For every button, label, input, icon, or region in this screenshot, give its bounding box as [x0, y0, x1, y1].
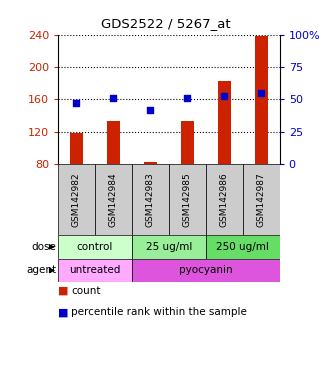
Bar: [58, 164, 95, 235]
Bar: [95, 164, 132, 235]
Bar: [132, 235, 206, 259]
Text: GSM142984: GSM142984: [109, 172, 118, 227]
Text: ■: ■: [58, 286, 69, 296]
Text: control: control: [77, 242, 113, 252]
Bar: [58, 235, 132, 259]
Text: 25 ug/ml: 25 ug/ml: [146, 242, 192, 252]
Text: GSM142982: GSM142982: [72, 172, 81, 227]
Text: GSM142983: GSM142983: [146, 172, 155, 227]
Text: GSM142986: GSM142986: [220, 172, 229, 227]
Text: GDS2522 / 5267_at: GDS2522 / 5267_at: [101, 17, 230, 30]
Bar: [169, 164, 206, 235]
Bar: [218, 81, 231, 164]
Bar: [206, 235, 280, 259]
Bar: [255, 36, 268, 164]
Bar: [206, 164, 243, 235]
Text: agent: agent: [26, 265, 56, 275]
Text: GSM142987: GSM142987: [257, 172, 266, 227]
Bar: [243, 164, 280, 235]
Bar: [107, 121, 120, 164]
Text: 250 ug/ml: 250 ug/ml: [216, 242, 269, 252]
Point: [185, 95, 190, 101]
Bar: [58, 259, 132, 282]
Point: [111, 95, 116, 101]
Bar: [70, 134, 83, 164]
Text: dose: dose: [31, 242, 56, 252]
Bar: [181, 121, 194, 164]
Point: [259, 90, 264, 96]
Point: [74, 100, 79, 106]
Text: count: count: [71, 286, 101, 296]
Text: pyocyanin: pyocyanin: [179, 265, 233, 275]
Text: ■: ■: [58, 307, 69, 317]
Bar: [132, 259, 280, 282]
Text: percentile rank within the sample: percentile rank within the sample: [71, 307, 247, 317]
Text: untreated: untreated: [69, 265, 120, 275]
Point: [148, 107, 153, 113]
Point: [221, 93, 227, 99]
Text: GSM142985: GSM142985: [183, 172, 192, 227]
Bar: [144, 162, 157, 164]
Bar: [132, 164, 169, 235]
